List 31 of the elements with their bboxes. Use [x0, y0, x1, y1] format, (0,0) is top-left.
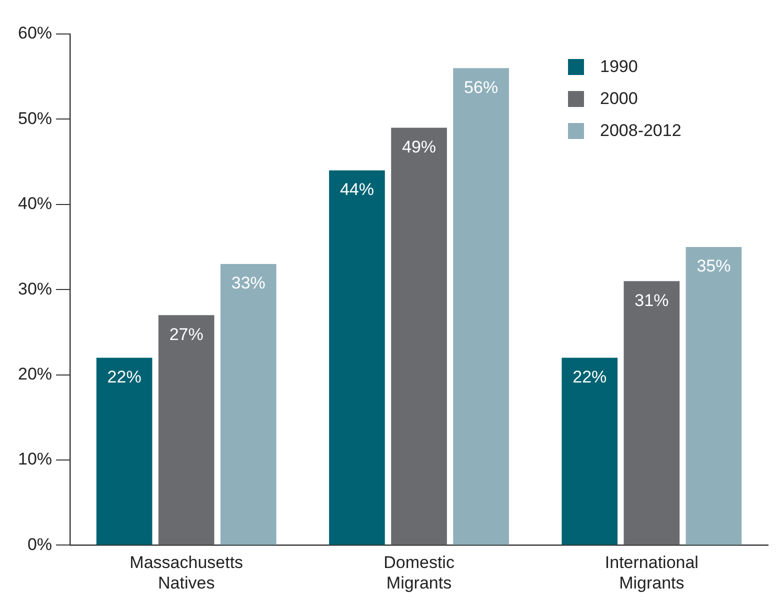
y-tick-label: 40% — [18, 194, 52, 214]
data-label: 44% — [340, 180, 374, 200]
bar — [391, 128, 447, 545]
y-tick-label: 20% — [18, 364, 52, 384]
legend-label: 1990 — [600, 57, 638, 77]
y-tick-label: 50% — [18, 108, 52, 128]
bar — [158, 315, 214, 545]
bar — [562, 358, 618, 545]
data-label: 56% — [464, 78, 498, 97]
legend-label: 2008-2012 — [600, 121, 682, 141]
bar — [624, 281, 680, 545]
bar — [96, 358, 152, 545]
legend-label: 2000 — [600, 89, 638, 109]
y-tick-label: 30% — [18, 279, 52, 298]
x-tick-label: Domestic Migrants — [384, 553, 455, 592]
data-label: 31% — [634, 290, 669, 310]
bar — [453, 68, 509, 545]
data-label: 22% — [572, 367, 607, 386]
data-label: 33% — [231, 274, 266, 293]
data-label: 27% — [169, 324, 204, 344]
x-tick-label: International Migrants — [604, 553, 698, 592]
bar — [329, 170, 385, 545]
data-label: 35% — [696, 256, 731, 276]
y-tick-label: 60% — [18, 24, 52, 43]
y-tick-label: 0% — [27, 534, 52, 554]
bar — [686, 247, 742, 545]
x-tick-label: Massachusetts Natives — [130, 553, 244, 592]
y-tick-label: 10% — [18, 450, 52, 469]
data-label: 49% — [402, 137, 436, 156]
bar — [220, 264, 276, 545]
data-label: 22% — [107, 367, 142, 386]
